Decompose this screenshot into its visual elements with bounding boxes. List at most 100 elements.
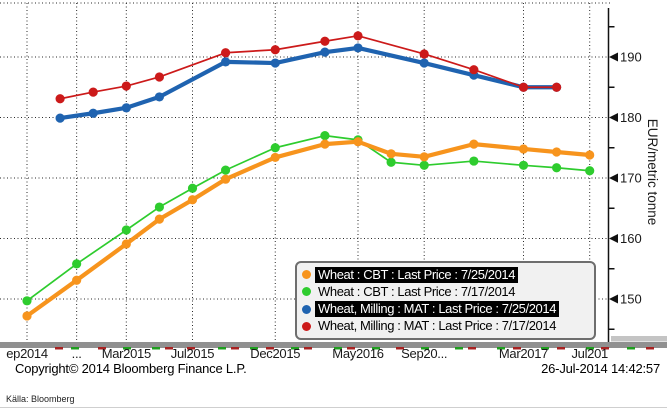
timeline-mark — [218, 347, 226, 350]
timeline-mark — [291, 347, 299, 350]
copyright-text: Copyright© 2014 Bloomberg Finance L.P. — [15, 361, 247, 376]
timeline-mark — [372, 347, 380, 350]
y-tick-label: 180 — [620, 110, 642, 125]
data-point — [585, 166, 595, 176]
data-point — [552, 163, 562, 173]
timeline-mark — [304, 347, 312, 350]
legend-item[interactable]: Wheat : CBT : Last Price : 7/25/2014 — [302, 266, 589, 283]
tick-arrow-icon — [609, 234, 618, 243]
data-point — [518, 144, 529, 154]
futures-curve-chart: 150 160 170 180 190 EUR/metric tonne ep2014...… — [0, 2, 667, 361]
data-point — [88, 87, 98, 97]
data-point — [154, 72, 164, 82]
timeline-mark — [187, 347, 195, 350]
legend-item[interactable]: Wheat, Milling : MAT : Last Price : 7/17… — [302, 318, 589, 335]
data-point — [187, 195, 198, 205]
data-point — [386, 149, 396, 159]
timeline-mark — [396, 347, 404, 350]
data-point — [121, 225, 131, 235]
x-tick-label: Mar2015 — [102, 346, 151, 361]
data-point — [469, 156, 479, 166]
x-tick-label: May2016 — [332, 346, 383, 361]
timeline-mark — [347, 347, 355, 350]
data-point — [154, 202, 164, 212]
data-point — [88, 108, 98, 118]
data-point — [585, 150, 595, 160]
timeline-mark — [497, 347, 505, 350]
timeline-mark — [601, 347, 609, 350]
series-1 — [22, 131, 595, 306]
data-point — [518, 82, 529, 92]
data-point — [72, 259, 82, 269]
series-2 — [55, 43, 562, 123]
data-point — [121, 239, 131, 249]
data-point — [552, 147, 562, 157]
data-point — [419, 160, 429, 170]
data-point — [518, 160, 529, 170]
legend-item-label: Wheat : CBT : Last Price : 7/25/2014 — [315, 266, 519, 283]
x-tick-label: Dec2015 — [250, 346, 300, 361]
data-point — [320, 36, 330, 46]
data-point — [72, 275, 82, 285]
y-axis: 150 160 170 180 190 — [607, 8, 642, 348]
data-point — [552, 82, 562, 92]
data-point — [187, 183, 198, 193]
data-point — [121, 103, 131, 113]
series-0 — [22, 137, 595, 321]
legend: Wheat : CBT : Last Price : 7/25/2014 Whe… — [295, 261, 596, 340]
tick-arrow-icon — [609, 113, 618, 122]
legend-item[interactable]: Wheat, Milling : MAT : Last Price : 7/25… — [302, 301, 589, 318]
x-axis-labels: ep2014... Mar2015 Jul2015 Dec2015 May2016 Sep… — [6, 346, 608, 361]
data-point — [320, 131, 330, 141]
data-point — [55, 113, 65, 123]
timeline-mark — [586, 347, 594, 350]
timeline-mark — [334, 347, 342, 350]
source-attribution: Källa: Bloomberg — [6, 394, 75, 404]
timeline-mark — [123, 347, 131, 350]
data-point — [320, 47, 330, 57]
data-point — [469, 65, 479, 75]
tick-arrow-icon — [609, 173, 618, 183]
data-point — [320, 139, 330, 149]
data-point — [154, 214, 164, 224]
x-tick-label: Jul2015 — [171, 346, 215, 361]
data-point — [270, 143, 280, 153]
series-color-dot — [302, 270, 311, 280]
y-axis-title: EUR/metric tonne — [645, 119, 660, 226]
data-point — [386, 157, 396, 167]
data-point — [221, 57, 231, 67]
data-point — [353, 43, 363, 53]
timeline-mark — [250, 347, 258, 350]
timeline-mark — [98, 347, 106, 350]
data-point — [353, 31, 363, 41]
timeline-mark — [152, 347, 160, 350]
bottom-divider — [0, 407, 667, 408]
data-point — [22, 296, 32, 306]
timeline-mark — [421, 347, 429, 350]
data-point — [221, 48, 231, 58]
data-point — [270, 58, 280, 68]
data-point — [22, 311, 32, 321]
timeline-mark — [646, 347, 654, 350]
data-point — [270, 45, 280, 55]
tick-arrow-icon — [609, 294, 618, 304]
timeline-mark — [468, 347, 476, 350]
x-tick-label: ep2014 — [6, 346, 48, 361]
y-tick-label: 160 — [620, 231, 642, 246]
x-tick-label: ... — [72, 346, 82, 361]
data-point — [353, 137, 363, 147]
data-point — [121, 81, 131, 91]
y-axis-title: EUR/metric tonne — [645, 119, 660, 226]
data-point — [419, 58, 429, 68]
timeline-scrollbar[interactable] — [0, 336, 667, 350]
timeline-mark — [55, 347, 63, 350]
data-point — [419, 49, 429, 59]
series-3 — [55, 31, 562, 104]
timeline-mark — [627, 347, 635, 350]
legend-item[interactable]: Wheat : CBT : Last Price : 7/17/2014 — [302, 283, 589, 300]
series-color-dot — [302, 321, 311, 331]
data-point — [270, 152, 280, 163]
timeline-mark — [231, 347, 239, 350]
y-tick-label: 150 — [620, 292, 642, 307]
